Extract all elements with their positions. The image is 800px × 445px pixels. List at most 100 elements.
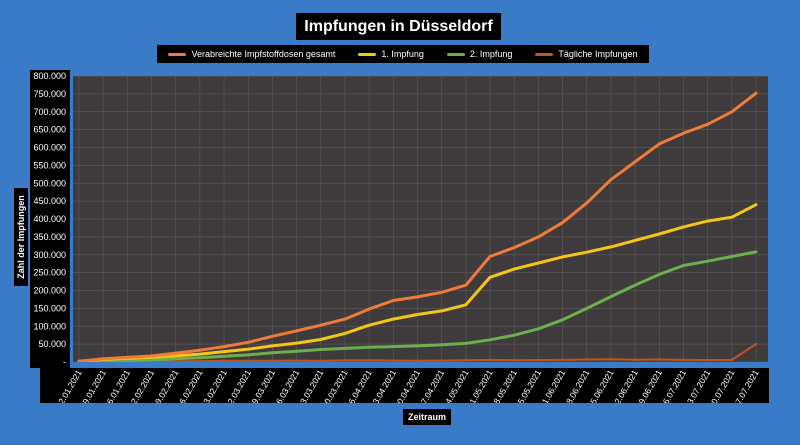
data-point [609, 245, 613, 249]
data-point [633, 358, 637, 361]
chart-title: Impfungen in Düsseldorf [296, 13, 501, 40]
data-point [174, 360, 177, 362]
data-point [222, 359, 226, 362]
data-point [198, 352, 202, 356]
data-point [754, 91, 758, 95]
data-point [464, 283, 468, 287]
data-point [658, 273, 661, 276]
data-point [706, 259, 709, 263]
data-point [416, 344, 419, 348]
data-point [392, 345, 395, 348]
data-point [464, 303, 468, 306]
data-point [730, 216, 734, 219]
data-point [513, 333, 516, 337]
data-point [174, 357, 177, 360]
data-point [585, 358, 588, 361]
data-point [585, 201, 588, 205]
legend-label: Tägliche Impfungen [558, 49, 638, 59]
data-point [682, 225, 685, 229]
y-tick-label: 600.000 [33, 143, 66, 153]
data-point [609, 358, 613, 361]
y-axis-svg: - 50.000 100.000 150.000 200.000 250.000 300.0… [33, 71, 66, 367]
legend-label: 2. Impfung [469, 49, 513, 59]
y-tick-label: 250.000 [33, 268, 66, 278]
y-tick-label: 750.000 [33, 89, 66, 99]
data-point [198, 356, 202, 359]
y-tick-label: 700.000 [33, 107, 66, 117]
data-point [537, 358, 540, 362]
y-tick-label: 350.000 [33, 232, 66, 242]
data-point [126, 356, 129, 359]
data-point [392, 317, 395, 321]
y-tick-label: 400.000 [33, 214, 66, 224]
y-tick-label: 500.000 [33, 178, 66, 188]
data-point [585, 307, 588, 310]
data-point [343, 317, 347, 321]
data-point [730, 110, 734, 113]
y-tick-label: 50.000 [38, 339, 66, 349]
data-point [150, 354, 153, 358]
data-point [440, 343, 443, 347]
data-point [561, 318, 564, 322]
data-point [174, 354, 177, 358]
data-point [343, 332, 347, 335]
data-point [609, 178, 613, 181]
data-point [440, 291, 443, 294]
data-point [658, 142, 661, 146]
data-point [247, 353, 250, 357]
data-point [222, 345, 226, 348]
data-point [730, 255, 734, 258]
data-point [754, 342, 758, 346]
y-tick-label: 150.000 [33, 303, 66, 313]
data-point [319, 338, 322, 341]
data-point [367, 346, 371, 349]
data-point [658, 232, 661, 236]
data-point [754, 250, 758, 254]
y-axis-ticks: - 50.000 100.000 150.000 200.000 250.000 300.0… [30, 70, 70, 368]
data-point [730, 358, 734, 362]
data-point [488, 338, 492, 342]
plot-svg [73, 76, 768, 362]
data-point [247, 347, 250, 351]
data-point [319, 359, 322, 362]
data-point [513, 267, 516, 271]
data-point [488, 255, 492, 258]
data-point [222, 355, 226, 358]
y-tick-label: 200.000 [33, 286, 66, 296]
data-point [464, 359, 468, 362]
data-point [706, 123, 709, 126]
y-tick-label: 300.000 [33, 250, 66, 260]
data-point [706, 219, 709, 223]
x-axis-svg: 12.01.202119.01.202126.01.202102.02.2021… [54, 368, 761, 403]
plot-area [73, 76, 768, 362]
data-point [247, 341, 250, 344]
data-point [488, 358, 492, 362]
legend-item: Verabreichte Impfstoffdosen gesamt [168, 49, 335, 59]
legend-swatch [168, 52, 187, 56]
y-tick-label: - [63, 357, 66, 367]
data-point [101, 357, 105, 360]
y-axis-label-box: Zahl der Impfungen [14, 188, 28, 286]
data-point [77, 360, 81, 362]
legend-label: Verabreichte Impfstoffdosen gesamt [191, 49, 336, 59]
legend-swatch [358, 52, 377, 56]
data-point [658, 358, 661, 361]
data-point [271, 351, 274, 354]
data-point [585, 251, 588, 254]
data-point [247, 359, 250, 362]
legend-swatch [446, 52, 465, 56]
data-point [295, 350, 298, 353]
x-axis-ticks: 12.01.2021 19.01.2021 26.01.2021 02.02.2021… [40, 368, 769, 403]
data-point [222, 350, 226, 353]
data-point [561, 255, 564, 259]
data-point [174, 351, 177, 355]
legend-item: 2. Impfung [446, 49, 513, 59]
data-point [367, 307, 371, 311]
legend: Verabreichte Impfstoffdosen gesamt 1. Imp… [157, 45, 649, 63]
data-point [295, 329, 298, 333]
data-point [319, 348, 322, 351]
data-point [198, 359, 202, 362]
data-point [416, 313, 419, 316]
data-point [392, 299, 395, 302]
